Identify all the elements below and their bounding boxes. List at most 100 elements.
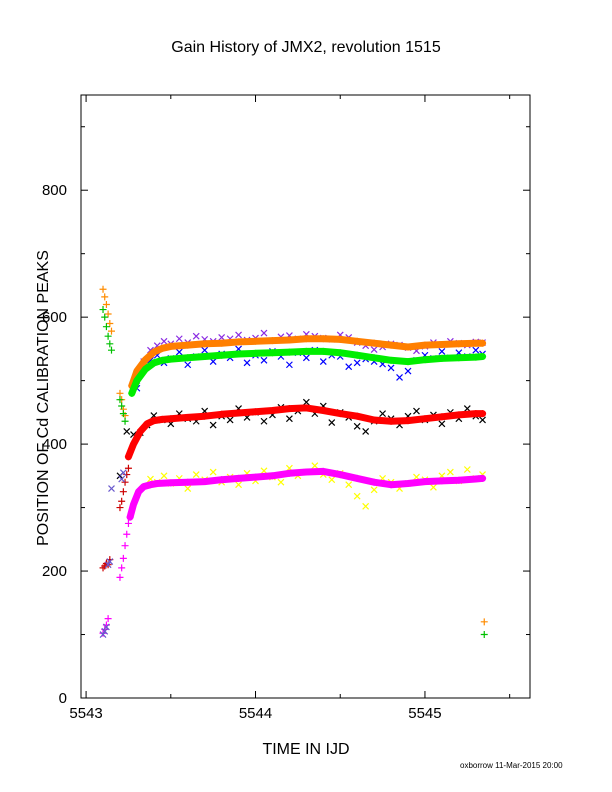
axis-ticks: 0 200 400 600 800 5543 5544 5545 [42,95,530,722]
data-point [302,347,310,355]
data-point [268,337,276,345]
data-point [99,285,107,293]
data-point [319,335,327,343]
data-point [404,358,412,366]
data-point [413,407,420,415]
data-point [99,306,107,314]
data-point [118,564,126,572]
data-point [153,479,161,487]
data-point [243,359,251,367]
data-point [438,413,446,421]
data-point [336,471,344,479]
data-point [121,478,129,486]
data-point [387,481,395,489]
data-point [201,353,209,361]
data-point [446,468,454,476]
data-point [302,354,310,362]
data-point [201,346,209,354]
data-point [404,417,412,425]
data-point [119,469,127,477]
data-point [387,356,395,364]
data-point [353,359,361,367]
data-point [252,337,260,345]
data-point [370,354,378,362]
data-point [463,405,471,412]
data-point [438,477,446,485]
data-point [121,542,129,550]
data-point [101,313,109,321]
chart-title: Gain History of JMX2, revolution 1515 [171,39,441,56]
data-point [167,415,175,423]
data-point [119,410,127,418]
data-point [472,346,480,354]
data-point [480,631,488,639]
data-point [167,355,175,363]
data-point [455,411,463,419]
data-point [141,356,149,364]
data-point [116,504,124,512]
data-point [118,497,126,505]
data-point [438,348,446,355]
data-point [118,475,126,483]
y-tick-label: 0 [59,690,67,707]
data-point [167,342,175,350]
data-point [472,353,480,361]
data-point [336,410,344,418]
series-10 [128,347,487,397]
data-point [379,410,387,418]
series-5 [99,306,488,639]
data-point [455,340,463,348]
data-point [135,488,143,496]
data-point [102,623,110,631]
data-point [218,334,226,341]
data-point [479,410,487,418]
data-point [336,335,344,343]
data-point [302,404,310,412]
data-point [130,440,138,448]
data-point [370,478,378,486]
data-point [218,410,226,418]
data-point [123,427,131,435]
data-point [421,356,429,364]
data-point [119,554,127,562]
data-point [226,416,234,424]
data-point [479,339,487,347]
data-point [107,327,115,335]
data-point [285,336,293,344]
data-point [285,361,293,369]
data-point [260,356,268,364]
data-point [302,335,310,343]
data-point [106,340,114,348]
data-point [150,417,158,425]
data-point [160,472,168,480]
data-point [160,337,168,345]
data-point [133,367,141,375]
x-tick-label: 5544 [239,705,272,722]
data-point [126,513,134,521]
data-point [130,500,138,508]
series-9 [128,335,487,390]
data-point [116,389,124,397]
data-point [438,420,446,428]
data-point [116,573,124,581]
data-point [455,354,463,362]
series-11 [124,404,487,461]
data-point [184,485,192,492]
data-point [102,300,110,308]
data-point [472,475,480,483]
data-point [167,479,175,487]
data-point [158,344,166,352]
data-point [404,479,412,487]
series-12 [126,467,487,521]
data-point [362,427,370,435]
data-point [328,419,336,426]
data-point [124,453,132,461]
data-point [370,486,378,494]
data-point [201,478,209,486]
data-point [106,320,114,328]
data-point [209,358,217,366]
data-point [235,409,243,417]
data-point [124,464,132,472]
